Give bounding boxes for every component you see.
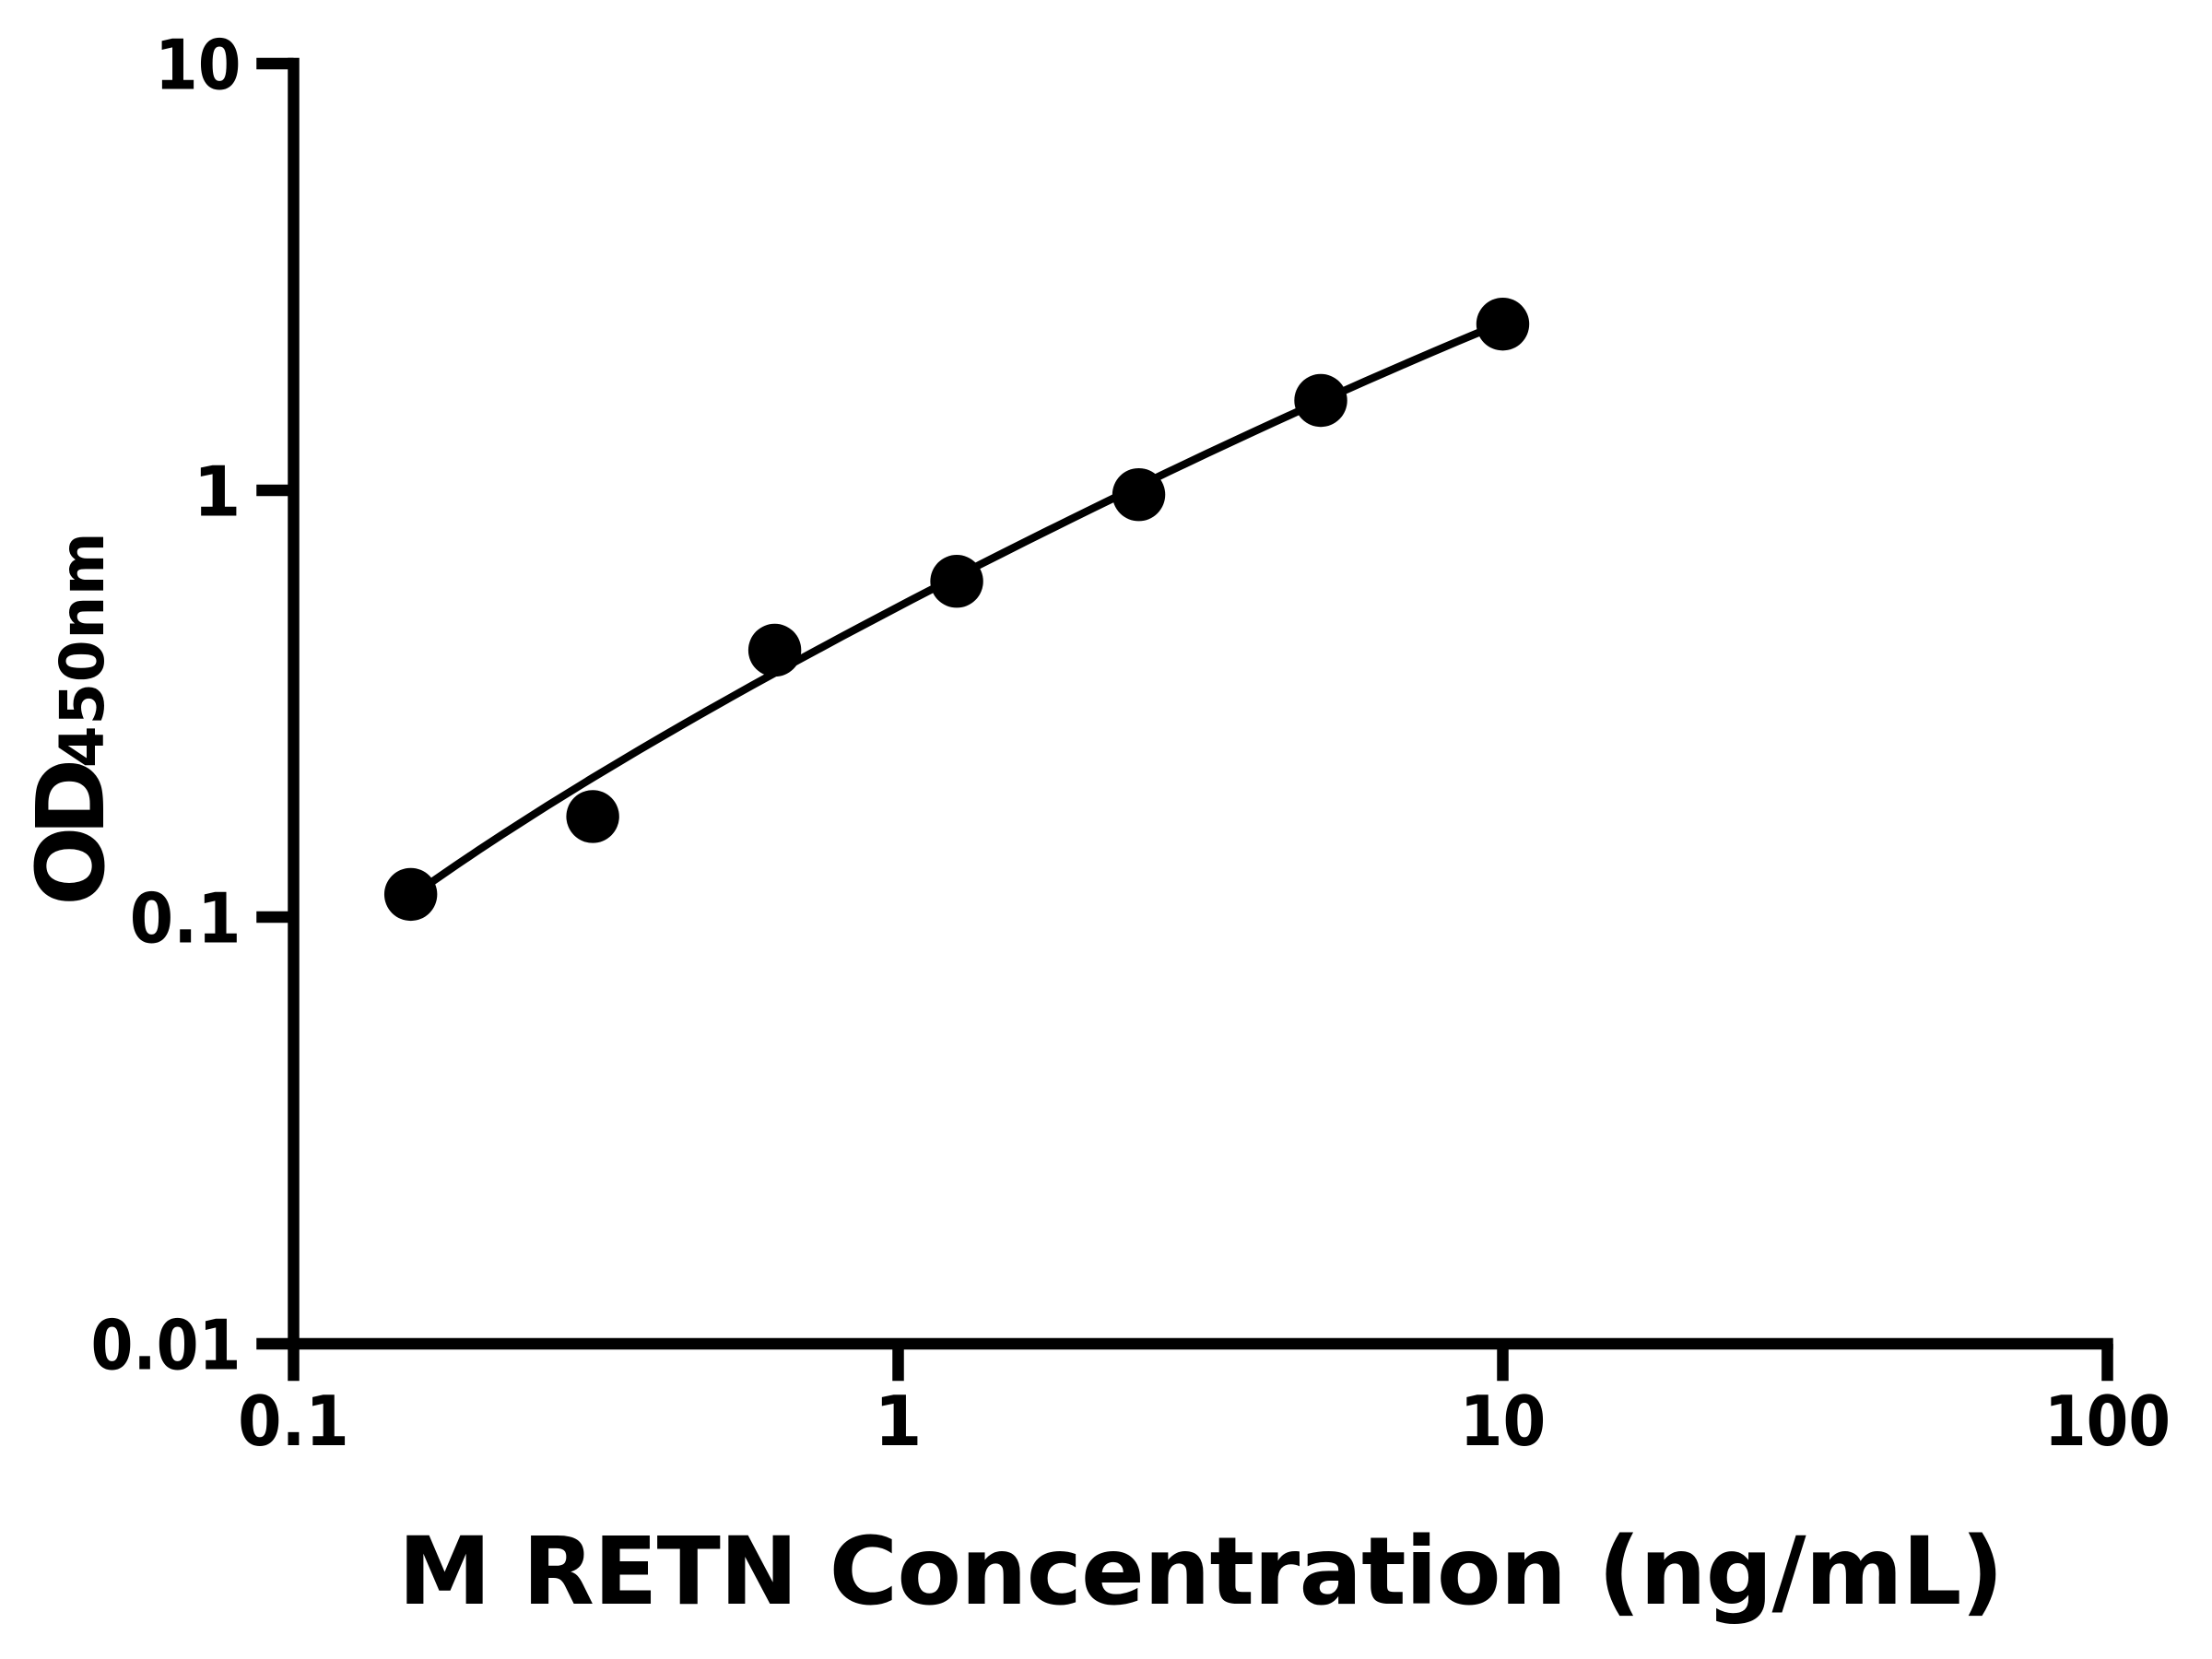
x-axis-label: M RETN Concentration (ng/mL): [398, 1517, 2004, 1626]
x-axis: 0.1 1 10 100 M RETN Concentration (ng/mL): [238, 1337, 2171, 1626]
y-axis-ticks: [256, 57, 294, 1350]
data-points: [383, 297, 1530, 922]
y-axis: 10 1 0.1 0.01 OD450nm: [17, 24, 300, 1385]
y-tick-label-10: 10: [155, 24, 241, 105]
data-point-1: [383, 867, 438, 922]
x-axis-ticks: [288, 1344, 2113, 1382]
y-axis-tick-labels: 10 1 0.1 0.01: [91, 24, 241, 1385]
y-axis-label-main: OD: [17, 759, 125, 906]
data-point-7: [1476, 297, 1530, 351]
data-point-5: [1112, 467, 1166, 522]
data-point-6: [1294, 373, 1347, 428]
y-axis-label: OD450nm: [17, 532, 125, 905]
y-tick-label-1: 1: [193, 451, 241, 532]
x-tick-label-10: 10: [1460, 1381, 1547, 1462]
y-axis-label-subscript: 450nm: [47, 532, 118, 768]
x-tick-label-1: 1: [874, 1381, 922, 1462]
x-tick-label-100: 100: [2044, 1381, 2171, 1462]
x-axis-tick-labels: 0.1 1 10 100: [238, 1381, 2171, 1462]
plot-area: [383, 297, 1530, 922]
data-point-4: [930, 555, 983, 608]
data-point-3: [747, 623, 802, 677]
x-tick-label-0.1: 0.1: [238, 1381, 349, 1462]
y-tick-label-0.1: 0.1: [130, 877, 241, 959]
data-point-2: [566, 790, 619, 843]
y-tick-label-0.01: 0.01: [91, 1304, 241, 1385]
